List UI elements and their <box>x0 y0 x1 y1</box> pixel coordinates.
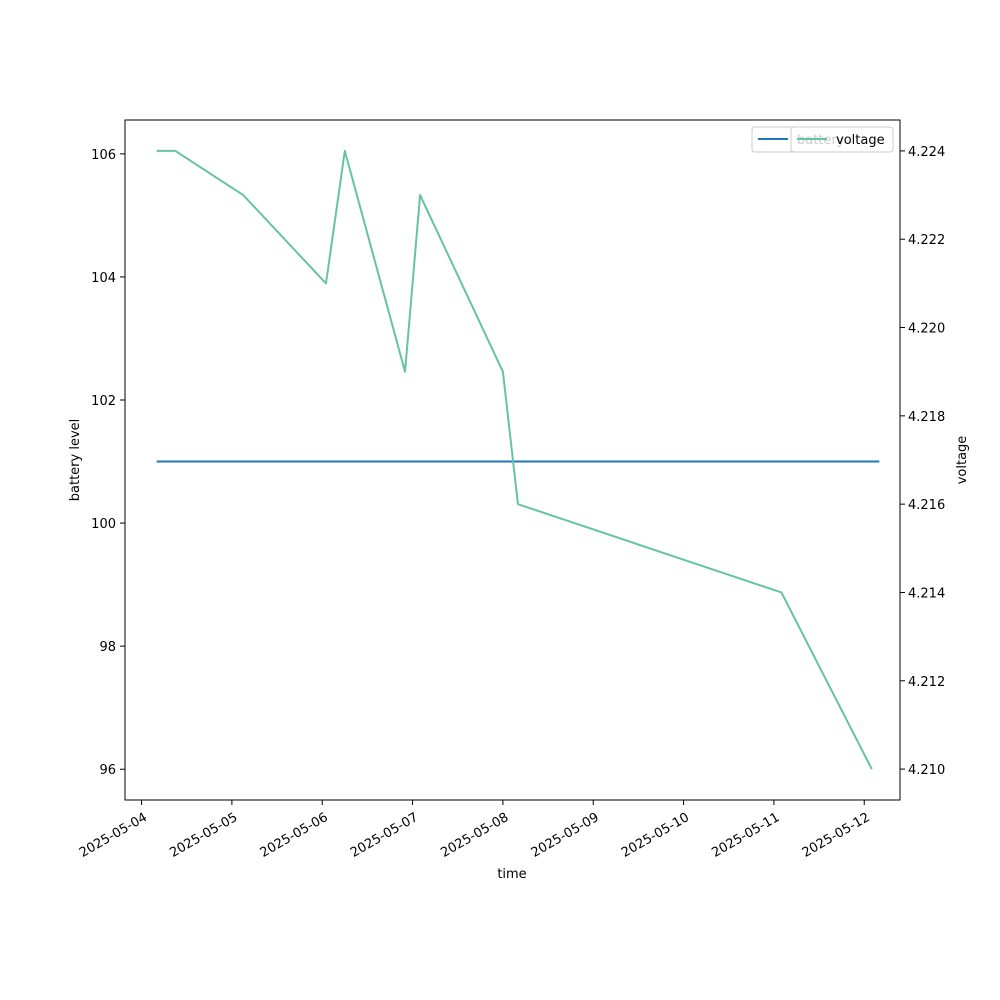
x-tick-label: 2025-05-08 <box>438 810 511 861</box>
y-tick-label: 100 <box>91 517 116 532</box>
x-tick-label: 2025-05-09 <box>529 810 602 861</box>
y2-tick-label: 4.222 <box>908 233 945 248</box>
x-tick-label: 2025-05-05 <box>167 810 240 861</box>
x-tick-label: 2025-05-06 <box>258 810 331 861</box>
x-tick-label: 2025-05-07 <box>348 810 421 861</box>
y-tick-label: 96 <box>99 763 116 778</box>
x-tick-label: 2025-05-11 <box>709 810 782 861</box>
legend-voltage-box <box>790 126 894 153</box>
x-tick-label: 2025-05-12 <box>800 810 873 861</box>
y-tick-label: 98 <box>99 640 116 655</box>
y2-tick-label: 4.214 <box>908 586 945 601</box>
y2-tick-label: 4.210 <box>908 763 945 778</box>
plot-frame <box>124 119 901 801</box>
y-tick-label: 106 <box>91 148 116 163</box>
series-line-voltage <box>156 149 873 770</box>
y-tick-label: 104 <box>91 271 116 286</box>
x-tick-label: 2025-05-04 <box>77 810 150 861</box>
legend-voltage-label: voltage <box>836 133 885 148</box>
y-axis-title: battery level <box>68 419 83 502</box>
x-axis-title: time <box>497 867 526 882</box>
y2-tick-label: 4.218 <box>908 410 945 425</box>
y2-axis-title: voltage <box>955 436 970 485</box>
y2-tick-label: 4.212 <box>908 675 945 690</box>
y-tick-label: 102 <box>91 394 116 409</box>
y2-tick-label: 4.224 <box>908 145 945 160</box>
legend-voltage: voltage <box>790 126 894 153</box>
x-tick-label: 2025-05-10 <box>619 810 692 861</box>
y2-tick-label: 4.216 <box>908 498 945 513</box>
ticks-layer: 2025-05-04 2025-05-05 2025-05-06 2025-05-07… <box>77 145 945 861</box>
y2-tick-label: 4.220 <box>908 322 945 337</box>
series-layer <box>156 149 880 770</box>
